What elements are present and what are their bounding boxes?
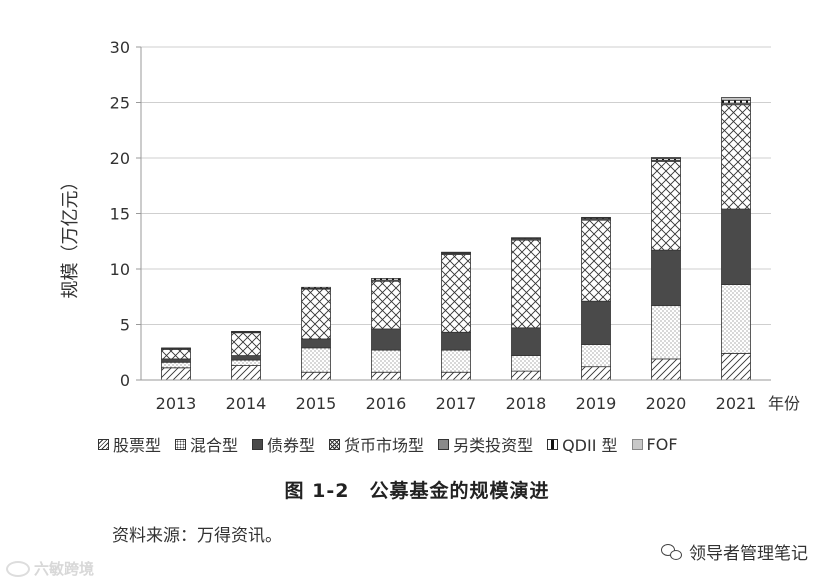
bar-segment <box>651 305 681 360</box>
legend-item: 股票型 <box>98 432 161 456</box>
bar-segment <box>511 327 541 356</box>
watermark-text: 六敏跨境 <box>34 560 95 578</box>
bar-segment <box>161 347 191 350</box>
bar-segment <box>301 286 331 289</box>
x-tick-label: 2016 <box>366 394 407 413</box>
wechat-account-name: 领导者管理笔记 <box>689 544 808 564</box>
bar-segment <box>371 349 401 373</box>
watermark-logo-icon <box>6 560 30 577</box>
bar-segment <box>651 249 681 307</box>
bar-segment <box>441 349 471 373</box>
legend-item: FOF <box>631 434 678 454</box>
watermark: 六敏跨境 <box>6 558 94 579</box>
bar-segment <box>441 254 471 333</box>
legend-swatch <box>438 438 450 450</box>
x-tick-label: 2019 <box>576 394 617 413</box>
bar-segment <box>511 239 541 329</box>
legend-swatch <box>98 438 109 450</box>
bar-segment <box>721 352 751 381</box>
legend-item: 混合型 <box>175 432 238 456</box>
chart-plot: 0 5 10 15 20 25 30 2013 2014 2015 2016 2017 2018 2019… <box>60 38 800 413</box>
legend-item: QDII 型 <box>547 432 618 456</box>
bar-segment <box>301 347 331 373</box>
source-note: 资料来源：万得资讯。 <box>112 526 282 546</box>
bar-segment <box>371 278 401 281</box>
bar-segment <box>231 359 261 366</box>
bar-segment <box>441 331 471 351</box>
y-tick-label: 25 <box>110 94 130 113</box>
legend-item: 另类投资型 <box>438 432 533 456</box>
wechat-attribution: 领导者管理笔记 <box>661 539 808 564</box>
x-tick-label: 2021 <box>716 394 757 413</box>
bar-segment <box>651 358 681 381</box>
bar-segment <box>441 371 471 381</box>
x-tick-label: 2015 <box>296 394 337 413</box>
y-tick-label: 30 <box>110 38 130 57</box>
legend-label: 债券型 <box>267 436 316 455</box>
y-axis-label: 规模（万亿元） <box>60 173 81 299</box>
bar-segment <box>231 331 261 356</box>
legend: 股票型 混合型 债券型 货币市场型 另类投资型 QDII 型 FOF <box>98 432 678 456</box>
x-tick-label: 2014 <box>226 394 267 413</box>
y-tick-label: 0 <box>120 371 130 390</box>
bar-segment <box>721 97 751 101</box>
legend-item: 货币市场型 <box>329 432 424 456</box>
bar-segment <box>371 280 401 330</box>
bar-segment <box>301 371 331 381</box>
legend-label: 货币市场型 <box>344 436 425 455</box>
x-tick-label: 2013 <box>156 394 197 413</box>
x-tick-label: 2020 <box>646 394 687 413</box>
bar-segment <box>581 366 611 381</box>
legend-label: 股票型 <box>113 436 162 455</box>
bar-segment <box>511 355 541 372</box>
y-tick-label: 20 <box>110 149 130 168</box>
bar-segment <box>301 288 331 340</box>
bar-segment <box>161 367 191 381</box>
legend-label: QDII 型 <box>562 436 618 455</box>
x-tick-label: 2018 <box>506 394 547 413</box>
x-axis-label: 年份 <box>768 394 800 413</box>
bar-segment <box>581 300 611 345</box>
bar-segment <box>161 361 191 369</box>
x-tick-label: 2017 <box>436 394 477 413</box>
legend-swatch <box>329 438 341 450</box>
legend-label: FOF <box>646 434 678 454</box>
legend-label: 另类投资型 <box>453 436 534 455</box>
bar-segment <box>721 99 751 104</box>
bar-segment <box>581 216 611 219</box>
y-tick-label: 10 <box>110 260 130 279</box>
bar-segment <box>511 370 541 381</box>
legend-item: 债券型 <box>252 432 315 456</box>
bar-segment <box>371 371 401 381</box>
bar-segment <box>581 344 611 368</box>
legend-swatch <box>631 438 643 450</box>
bar-segment <box>581 219 611 302</box>
bar-segment <box>441 251 471 254</box>
legend-swatch <box>547 438 559 450</box>
y-tick-label: 5 <box>120 316 130 335</box>
bar-segment <box>721 284 751 354</box>
bar-segment <box>511 237 541 239</box>
bar-segment <box>301 338 331 349</box>
legend-swatch <box>175 438 187 450</box>
wechat-icon <box>661 543 683 560</box>
bar-segment <box>231 365 261 381</box>
axes: 0 5 10 15 20 25 30 2013 2014 2015 2016 2017 2018 2019… <box>110 38 771 413</box>
bar-segment <box>231 330 261 333</box>
chart-title: 图 1-2 公募基金的规模演进 <box>284 480 550 502</box>
bar-segment <box>721 208 751 285</box>
bar-segment <box>371 328 401 351</box>
bars <box>161 97 751 381</box>
bar-segment <box>651 160 681 251</box>
y-tick-label: 15 <box>110 205 130 224</box>
legend-label: 混合型 <box>190 436 239 455</box>
bar-segment <box>721 104 751 210</box>
bar-segment <box>651 157 681 159</box>
bar-segment <box>161 348 191 360</box>
legend-swatch <box>252 438 264 450</box>
bar-segment <box>231 355 261 361</box>
bar-segment <box>161 358 191 363</box>
